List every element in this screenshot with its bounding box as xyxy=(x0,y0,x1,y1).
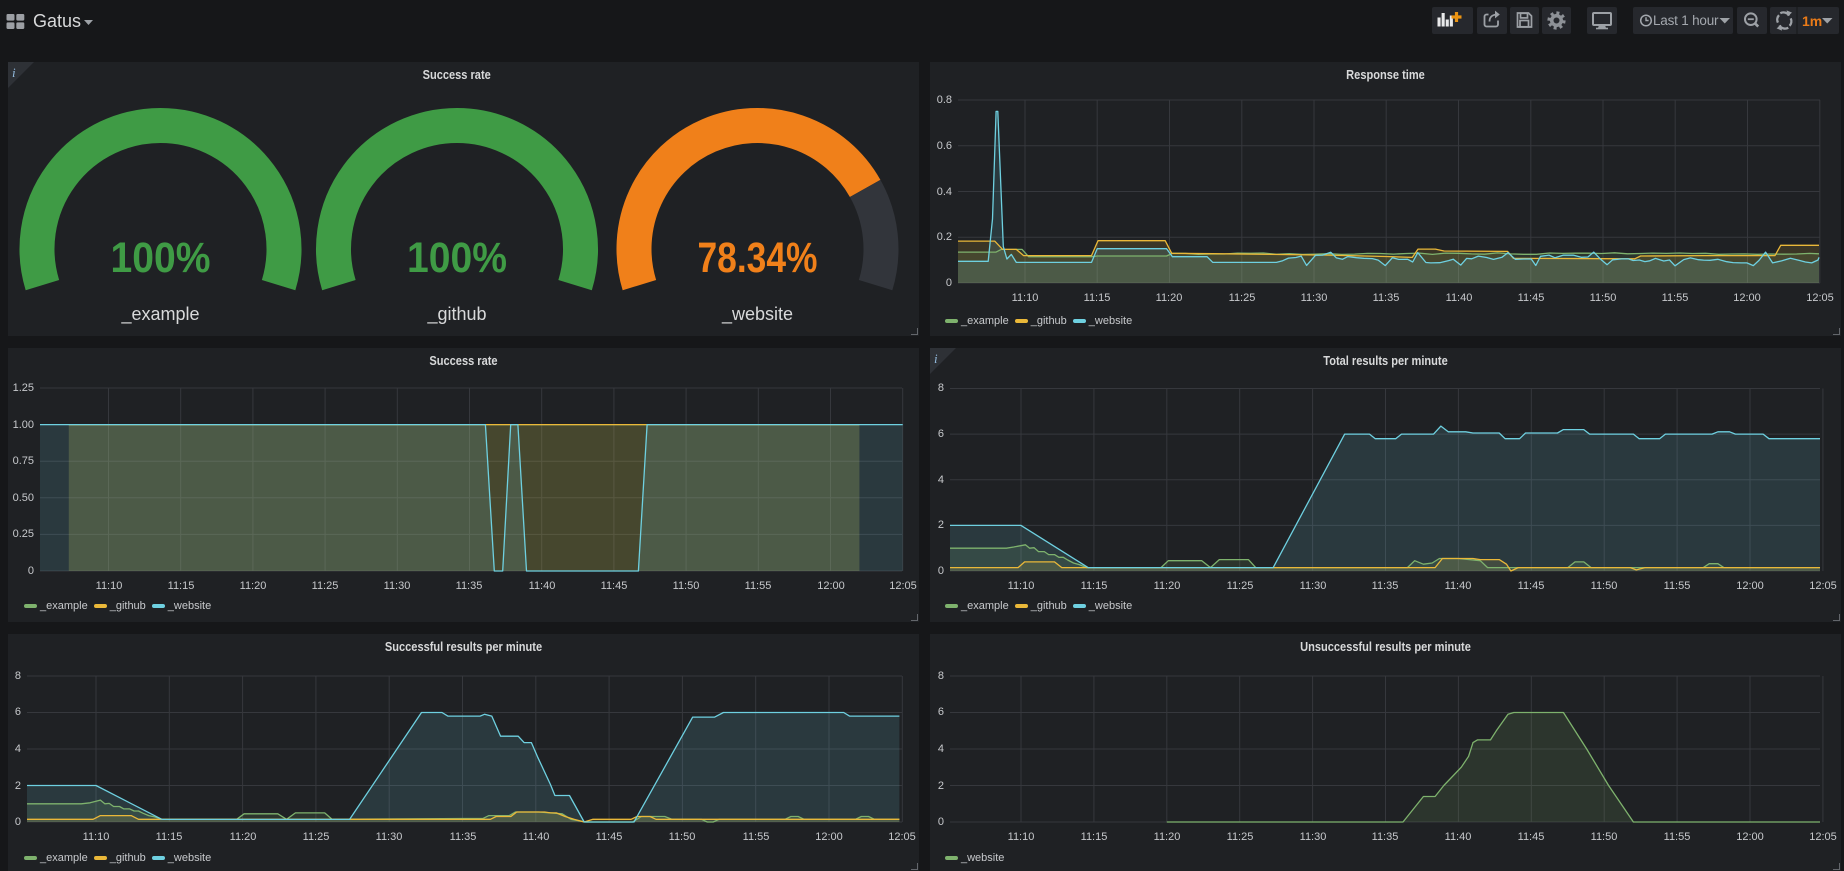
svg-text:i: i xyxy=(12,65,16,80)
svg-text:78.34%: 78.34% xyxy=(698,234,818,282)
svg-text:100%: 100% xyxy=(407,234,507,282)
svg-text:100%: 100% xyxy=(111,234,211,282)
svg-text:_example: _example xyxy=(120,304,199,325)
svg-text:_github: _github xyxy=(426,304,486,325)
svg-text:_website: _website xyxy=(721,304,793,325)
svg-text:i: i xyxy=(934,351,938,366)
